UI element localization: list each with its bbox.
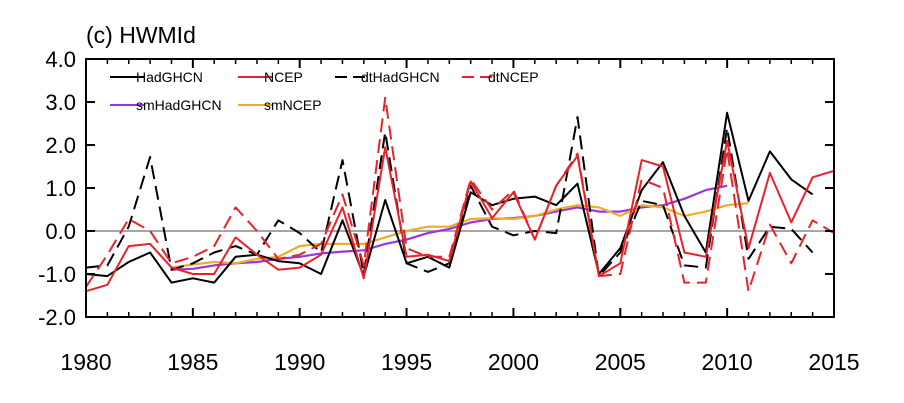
series-line-dtncep <box>85 96 835 293</box>
legend-label-smncep: smNCEP <box>264 97 322 113</box>
legend-label-smhadghcn: smHadGHCN <box>136 97 222 113</box>
series-layer <box>85 96 835 293</box>
legend-label-hadghcn: HadGHCN <box>136 69 203 85</box>
x-tick-label: 2015 <box>808 349 859 375</box>
x-tick-label: 1985 <box>167 349 218 375</box>
y-tick-label: 2.0 <box>45 133 76 158</box>
series-line-dthadghcn <box>85 116 814 278</box>
series-line-smncep <box>171 202 749 269</box>
legend-label-dtncep: dtNCEP <box>488 69 539 85</box>
axes: -2.0 -1.0 0.0 1.0 2.0 3.0 4.0 1980 1985 1990 1995 2… <box>38 47 860 375</box>
x-tick-label: 1990 <box>274 349 325 375</box>
legend-label-dthadghcn: dtHadGHCN <box>361 69 440 85</box>
y-tick-label: 0.0 <box>45 219 76 244</box>
legend-label-ncep: NCEP <box>264 69 303 85</box>
y-tick-label: -1.0 <box>38 262 76 287</box>
chart-title: (c) HWMId <box>86 22 196 48</box>
y-tick-label: 1.0 <box>45 176 76 201</box>
x-tick-label: 1995 <box>381 349 432 375</box>
x-tick-label: 2005 <box>595 349 646 375</box>
x-tick-label: 2010 <box>702 349 753 375</box>
legend: HadGHCN NCEP dtHadGHCN dtNCEP smHadGHCN smNCE… <box>110 69 539 113</box>
series-line-ncep <box>85 139 835 293</box>
y-tick-label: 3.0 <box>45 90 76 115</box>
series-line-hadghcn <box>85 111 814 284</box>
x-tick-label: 2000 <box>488 349 539 375</box>
y-tick-label: -2.0 <box>38 305 76 330</box>
y-tick-label: 4.0 <box>45 47 76 72</box>
x-tick-label: 1980 <box>60 349 111 375</box>
